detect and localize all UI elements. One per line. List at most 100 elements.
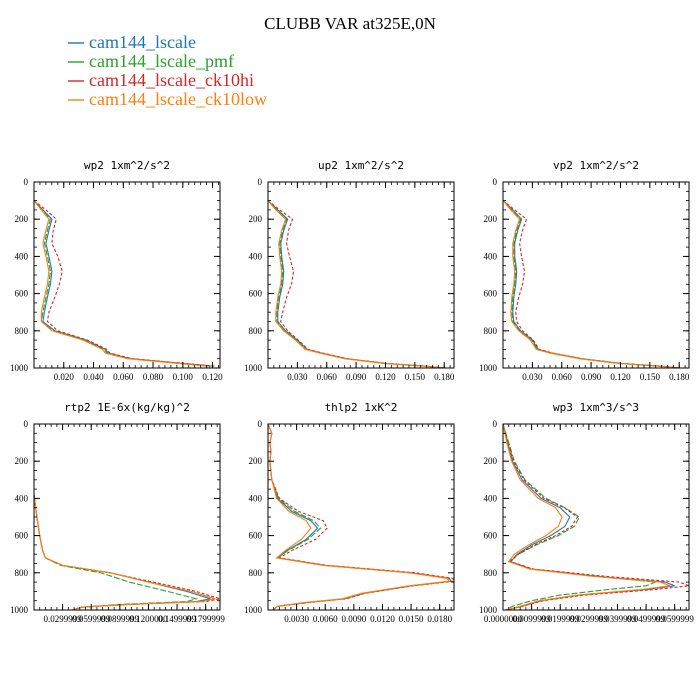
figure-title: CLUBB VAR at325E,0N — [264, 14, 436, 33]
x-tick-label: 0.120 — [202, 372, 223, 382]
y-tick-label: 800 — [484, 568, 498, 578]
x-tick-label: 0.0499999 — [627, 614, 666, 624]
y-tick-label: 1000 — [244, 605, 263, 615]
x-tick-label: 0.030 — [522, 372, 543, 382]
y-tick-label: 800 — [15, 326, 29, 336]
y-tick-label: 800 — [249, 568, 263, 578]
panel: rtp2 1E-6x(kg/kg)^2 0 200 400 600 800 1000 0.02… — [10, 401, 225, 624]
series-line — [268, 200, 443, 368]
x-tick-label: 0.120 — [375, 372, 396, 382]
panel-title: thlp2 1xK^2 — [325, 401, 398, 414]
y-tick-label: 0 — [493, 419, 498, 429]
y-tick-label: 800 — [15, 568, 29, 578]
x-tick-label: 0.0599999 — [656, 614, 695, 624]
series-line — [503, 424, 689, 610]
x-tick-label: 0.0120 — [370, 614, 395, 624]
legend: cam144_lscalecam144_lscale_pmfcam144_lsc… — [68, 32, 267, 109]
panel: up2 1xm^2/s^2 0 200 400 600 800 1000 0.030 0.060… — [244, 159, 455, 382]
legend-label: cam144_lscale_ck10low — [89, 89, 267, 109]
x-tick-label: 0.0299999 — [570, 614, 609, 624]
y-tick-label: 600 — [249, 289, 263, 299]
panel: thlp2 1xK^2 0 200 400 600 800 1000 0.0030 0.0060… — [244, 401, 455, 624]
y-tick-label: 200 — [484, 456, 498, 466]
series-line — [503, 424, 671, 610]
y-tick-label: 1000 — [479, 605, 498, 615]
legend-label: cam144_lscale_pmf — [89, 51, 234, 71]
x-tick-label: 0.0000000 — [484, 614, 523, 624]
y-tick-label: 400 — [484, 251, 498, 261]
y-tick-label: 600 — [484, 289, 498, 299]
series-line — [503, 200, 678, 368]
y-tick-label: 0 — [24, 419, 29, 429]
panel: vp2 1xm^2/s^2 0 200 400 600 800 1000 0.030 0.060… — [479, 159, 690, 382]
x-tick-label: 0.0399999 — [598, 614, 637, 624]
x-tick-label: 0.060 — [317, 372, 338, 382]
x-tick-label: 0.060 — [113, 372, 134, 382]
y-tick-label: 600 — [15, 289, 29, 299]
series-line — [34, 200, 208, 368]
y-tick-label: 0 — [24, 177, 29, 187]
y-tick-label: 200 — [15, 456, 29, 466]
x-tick-label: 0.100 — [173, 372, 194, 382]
y-tick-label: 1000 — [10, 605, 29, 615]
x-tick-label: 0.0899999 — [101, 614, 140, 624]
y-tick-label: 600 — [484, 531, 498, 541]
y-tick-label: 600 — [15, 531, 29, 541]
panels: wp2 1xm^2/s^2 0 200 400 600 800 1000 0.020 0.040… — [10, 159, 694, 624]
y-tick-label: 800 — [249, 326, 263, 336]
panel: wp2 1xm^2/s^2 0 200 400 600 800 1000 0.020 0.040… — [10, 159, 223, 382]
x-tick-label: 0.090 — [581, 372, 602, 382]
y-tick-label: 200 — [249, 456, 263, 466]
y-tick-label: 1000 — [244, 363, 263, 373]
y-tick-label: 200 — [15, 214, 29, 224]
x-tick-label: 0.0060 — [313, 614, 338, 624]
y-tick-label: 400 — [249, 493, 263, 503]
x-tick-label: 0.180 — [434, 372, 455, 382]
x-tick-label: 0.090 — [346, 372, 367, 382]
x-tick-label: 0.180 — [669, 372, 690, 382]
y-tick-label: 400 — [484, 493, 498, 503]
x-tick-label: 0.020 — [54, 372, 75, 382]
x-tick-label: 0.060 — [552, 372, 573, 382]
x-tick-label: 0.0599999 — [72, 614, 111, 624]
series-line — [268, 424, 451, 610]
series-line — [34, 494, 216, 610]
x-tick-label: 0.0199999 — [541, 614, 580, 624]
x-tick-label: 0.080 — [143, 372, 164, 382]
x-tick-label: 0.0030 — [284, 614, 309, 624]
panel-title: rtp2 1E-6x(kg/kg)^2 — [64, 401, 190, 414]
y-tick-label: 600 — [249, 531, 263, 541]
y-tick-label: 0 — [493, 177, 498, 187]
x-tick-label: 0.1499999 — [158, 614, 197, 624]
legend-label: cam144_lscale_ck10hi — [89, 70, 254, 90]
series-line — [503, 424, 656, 610]
panel-title: wp2 1xm^2/s^2 — [84, 159, 170, 172]
panel-title: up2 1xm^2/s^2 — [318, 159, 404, 172]
x-tick-label: 0.150 — [405, 372, 426, 382]
y-tick-label: 200 — [249, 214, 263, 224]
panel-title: vp2 1xm^2/s^2 — [553, 159, 639, 172]
x-tick-label: 0.0180 — [427, 614, 452, 624]
x-tick-label: 0.1799999 — [187, 614, 226, 624]
x-tick-label: 0.040 — [83, 372, 104, 382]
x-tick-label: 0.0090 — [341, 614, 366, 624]
x-tick-label: 0.150 — [640, 372, 661, 382]
y-tick-label: 800 — [484, 326, 498, 336]
x-tick-label: 0.0150 — [399, 614, 424, 624]
panel-title: wp3 1xm^3/s^3 — [553, 401, 639, 414]
x-tick-label: 0.030 — [287, 372, 308, 382]
y-tick-label: 1000 — [10, 363, 29, 373]
x-tick-label: 0.0299999 — [43, 614, 82, 624]
x-tick-label: 0.0099999 — [512, 614, 551, 624]
y-tick-label: 200 — [484, 214, 498, 224]
y-tick-label: 400 — [249, 251, 263, 261]
y-tick-label: 400 — [15, 251, 29, 261]
y-tick-label: 1000 — [479, 363, 498, 373]
y-tick-label: 400 — [15, 493, 29, 503]
panel: wp3 1xm^3/s^3020040060080010000.00000000… — [479, 401, 694, 624]
x-tick-label: 0.1200000 — [129, 614, 168, 624]
x-tick-label: 0.120 — [610, 372, 631, 382]
y-tick-label: 0 — [258, 177, 263, 187]
